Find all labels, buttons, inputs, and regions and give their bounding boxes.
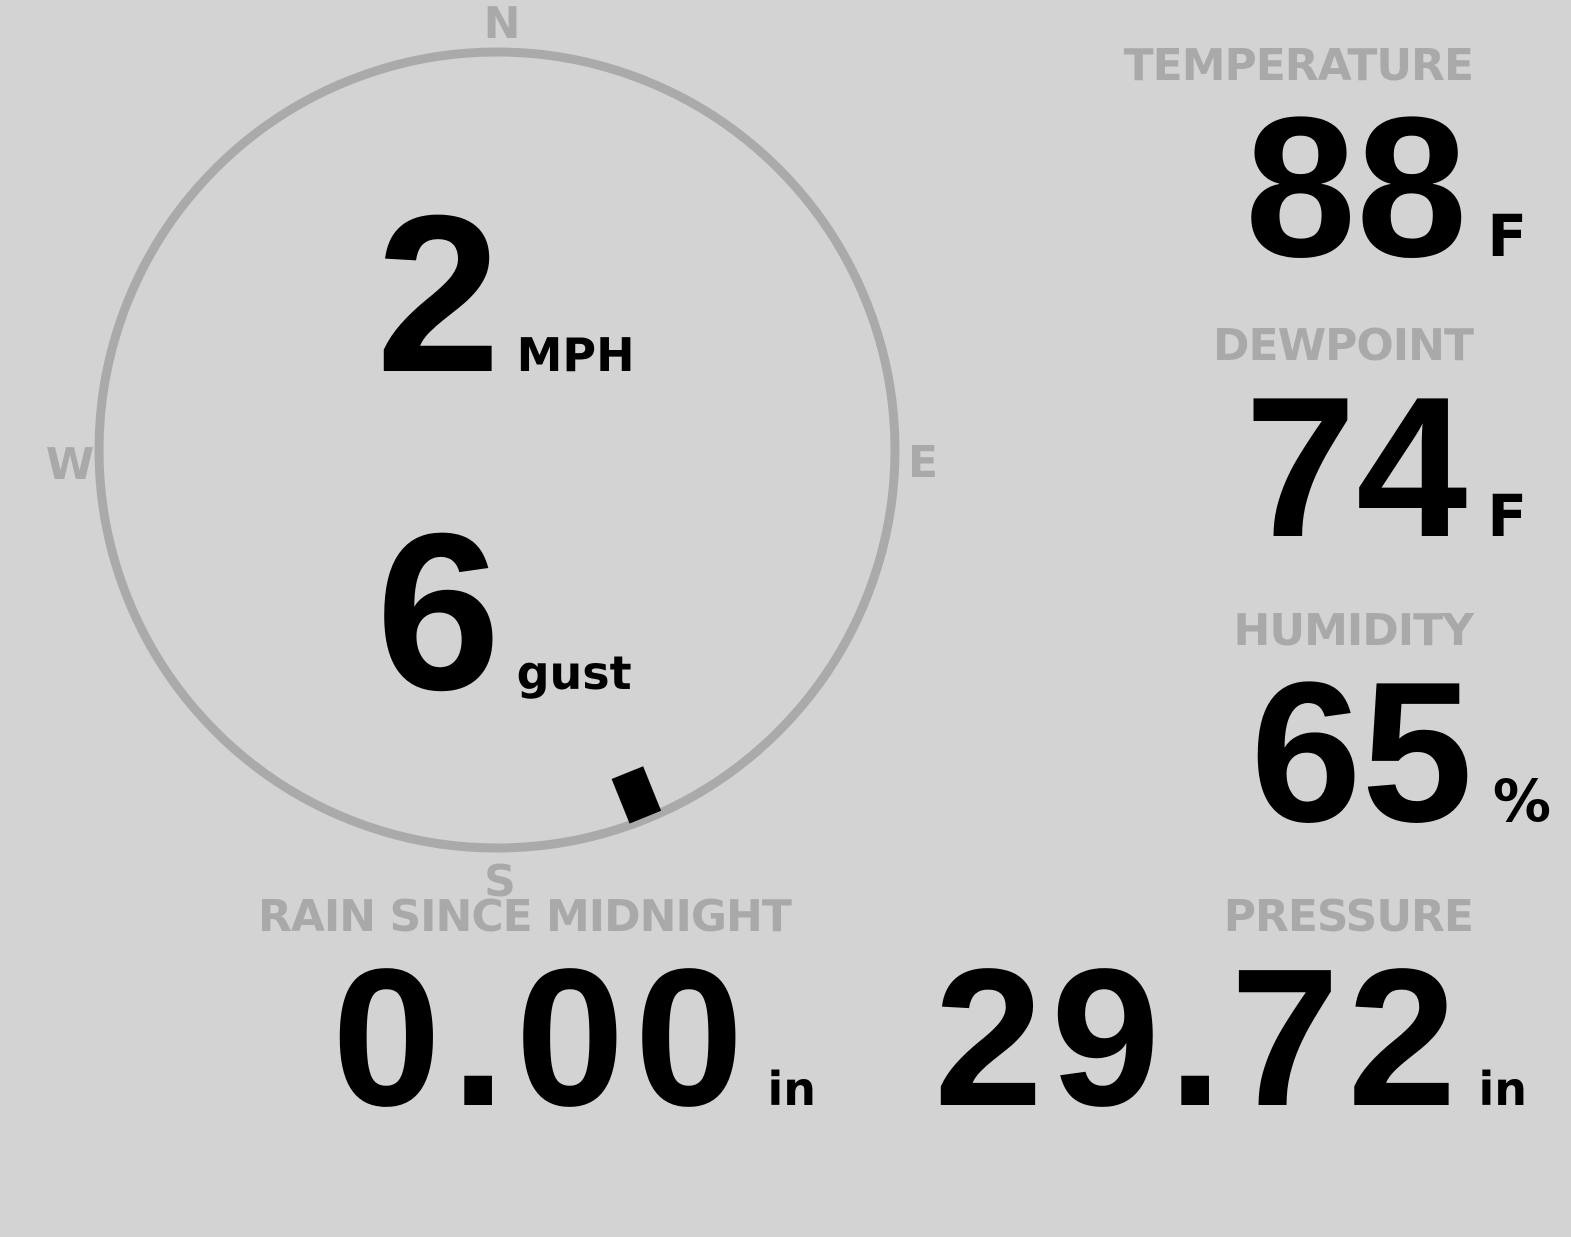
compass-north: N [483,0,521,49]
wind-speed-value: 2 [376,169,501,419]
humidity-label: HUMIDITY [1233,605,1474,656]
rain-label: RAIN SINCE MIDNIGHT [258,891,792,942]
wind-gust-value: 6 [376,487,501,737]
dewpoint-unit: F [1487,482,1527,550]
pressure-label: PRESSURE [1223,891,1474,942]
humidity-unit: % [1492,767,1551,835]
temperature-label: TEMPERATURE [1123,40,1474,91]
wind-gust-row: 6 gust [376,500,632,724]
rain-unit: in [767,1062,816,1116]
wind-speed-row: 2 MPH [376,182,635,406]
temperature-value: 88 [1244,76,1468,299]
compass-ring [94,47,900,853]
dewpoint-row: 74 F [1245,368,1527,568]
rain-row: 0.00 in [332,940,816,1136]
compass-south: S [484,856,516,907]
humidity-row: 65 % [1250,653,1551,853]
temperature-row: 88 F [1245,88,1527,288]
temperature-unit: F [1487,202,1527,270]
compass-west: W [45,439,95,490]
pressure-unit: in [1478,1062,1527,1116]
compass-east: E [907,437,939,488]
humidity-value: 65 [1250,641,1473,864]
rain-value: 0.00 [332,928,754,1147]
wind-speed-unit: MPH [516,328,635,382]
wind-gust-unit: gust [516,646,632,700]
dewpoint-value: 74 [1244,356,1468,579]
pressure-value: 29.72 [934,928,1465,1147]
wind-direction-marker [611,766,662,824]
dewpoint-label: DEWPOINT [1213,320,1474,371]
pressure-row: 29.72 in [934,940,1527,1136]
